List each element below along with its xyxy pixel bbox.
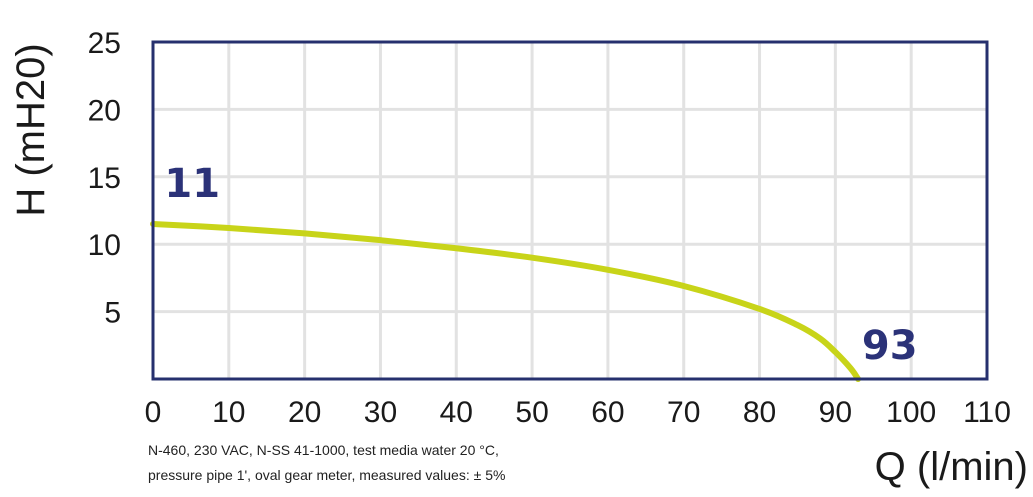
footnote-line-2: pressure pipe 1', oval gear meter, measu… bbox=[148, 467, 506, 483]
y-tick-label: 5 bbox=[104, 297, 121, 330]
x-tick-label: 0 bbox=[145, 396, 162, 429]
annotations: 11 93 bbox=[164, 161, 917, 369]
y-tick-label: 15 bbox=[88, 162, 121, 195]
y-axis-title: H (mH20) bbox=[9, 43, 53, 216]
y-tick-label: 10 bbox=[88, 229, 121, 262]
x-tick-label: 50 bbox=[515, 396, 548, 429]
x-tick-label: 100 bbox=[886, 396, 936, 429]
y-tick-labels: 5 10 15 20 25 bbox=[88, 27, 121, 330]
annotation-label: 11 bbox=[164, 161, 220, 207]
curve-layer bbox=[150, 220, 862, 382]
x-tick-label: 110 bbox=[963, 396, 1011, 429]
y-tick-label: 20 bbox=[88, 94, 121, 127]
x-tick-label: 20 bbox=[288, 396, 321, 429]
x-tick-labels: 0 10 20 30 40 50 60 70 80 90 100 110 bbox=[145, 396, 1011, 429]
footnote-line-1: N-460, 230 VAC, N-SS 41-1000, test media… bbox=[148, 442, 499, 458]
x-tick-label: 10 bbox=[212, 396, 245, 429]
x-tick-label: 90 bbox=[819, 396, 852, 429]
x-tick-label: 40 bbox=[440, 396, 473, 429]
plot-frame bbox=[151, 40, 989, 381]
x-tick-label: 80 bbox=[743, 396, 776, 429]
pump-curve-line bbox=[150, 220, 862, 382]
x-axis-title: Q (l/min) bbox=[875, 445, 1028, 489]
x-tick-label: 30 bbox=[364, 396, 397, 429]
grid-lines bbox=[153, 42, 987, 379]
y-tick-label: 25 bbox=[88, 27, 121, 60]
annotation-label: 93 bbox=[862, 323, 918, 369]
x-tick-label: 70 bbox=[667, 396, 700, 429]
x-tick-label: 60 bbox=[591, 396, 624, 429]
